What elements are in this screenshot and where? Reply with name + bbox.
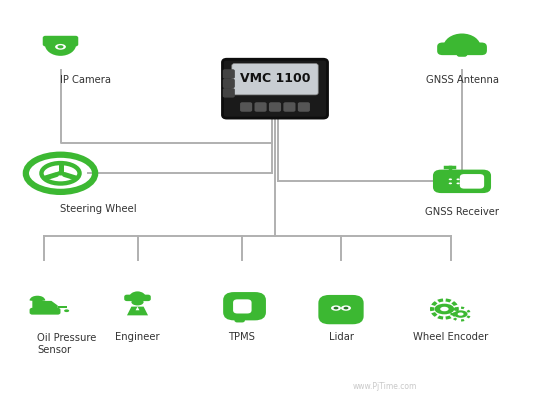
Ellipse shape <box>464 179 468 180</box>
Wedge shape <box>461 319 465 322</box>
FancyBboxPatch shape <box>475 46 487 52</box>
FancyBboxPatch shape <box>240 102 252 112</box>
Ellipse shape <box>333 307 338 310</box>
FancyBboxPatch shape <box>335 314 347 322</box>
Polygon shape <box>58 305 67 308</box>
Wedge shape <box>461 307 465 309</box>
Ellipse shape <box>472 183 475 184</box>
FancyBboxPatch shape <box>124 295 151 301</box>
FancyBboxPatch shape <box>223 69 235 79</box>
FancyBboxPatch shape <box>223 88 235 98</box>
FancyBboxPatch shape <box>433 170 491 193</box>
Wedge shape <box>453 318 457 321</box>
Text: TPMS: TPMS <box>229 332 255 342</box>
Wedge shape <box>437 299 443 303</box>
Ellipse shape <box>472 179 475 180</box>
Wedge shape <box>431 301 438 306</box>
Text: IP Camera: IP Camera <box>60 75 112 85</box>
Ellipse shape <box>449 183 452 184</box>
Text: Engineer: Engineer <box>115 332 160 342</box>
Ellipse shape <box>55 44 66 50</box>
Text: GNSS Antenna: GNSS Antenna <box>426 75 498 85</box>
Wedge shape <box>446 316 452 320</box>
Ellipse shape <box>341 305 351 311</box>
Wedge shape <box>451 312 458 317</box>
Ellipse shape <box>131 299 144 305</box>
Polygon shape <box>32 301 58 310</box>
FancyBboxPatch shape <box>318 295 364 324</box>
Wedge shape <box>451 301 458 306</box>
FancyBboxPatch shape <box>232 64 318 95</box>
FancyBboxPatch shape <box>233 299 251 314</box>
FancyBboxPatch shape <box>222 59 327 118</box>
Wedge shape <box>450 313 454 316</box>
FancyBboxPatch shape <box>298 102 310 112</box>
Text: Oil Pressure
Sensor: Oil Pressure Sensor <box>37 333 96 355</box>
Text: Steering Wheel: Steering Wheel <box>60 204 137 214</box>
FancyBboxPatch shape <box>283 102 295 112</box>
FancyBboxPatch shape <box>43 36 78 46</box>
FancyBboxPatch shape <box>269 102 281 112</box>
Wedge shape <box>430 307 434 311</box>
Polygon shape <box>135 307 140 310</box>
Ellipse shape <box>449 179 452 180</box>
Ellipse shape <box>64 310 69 312</box>
Text: GNSS Receiver: GNSS Receiver <box>425 207 499 217</box>
Ellipse shape <box>458 312 464 316</box>
Wedge shape <box>129 291 146 297</box>
Text: Wheel Encoder: Wheel Encoder <box>414 332 488 342</box>
Text: VMC 1100: VMC 1100 <box>240 72 310 85</box>
Text: www.PjTime.com: www.PjTime.com <box>353 382 417 391</box>
Ellipse shape <box>58 45 63 48</box>
Ellipse shape <box>440 307 449 311</box>
Polygon shape <box>127 307 148 316</box>
Wedge shape <box>466 316 470 318</box>
Wedge shape <box>45 44 76 56</box>
Wedge shape <box>446 299 452 303</box>
Ellipse shape <box>456 183 460 184</box>
Ellipse shape <box>464 183 468 184</box>
Ellipse shape <box>454 310 468 318</box>
Wedge shape <box>437 316 443 320</box>
Ellipse shape <box>331 305 341 311</box>
FancyBboxPatch shape <box>437 42 487 55</box>
Wedge shape <box>454 307 459 311</box>
Ellipse shape <box>434 304 454 314</box>
FancyBboxPatch shape <box>255 102 267 112</box>
Wedge shape <box>466 310 470 313</box>
Ellipse shape <box>56 171 65 176</box>
FancyBboxPatch shape <box>460 174 484 189</box>
Ellipse shape <box>456 179 460 180</box>
FancyBboxPatch shape <box>30 308 60 315</box>
Wedge shape <box>453 307 457 311</box>
FancyBboxPatch shape <box>223 79 235 88</box>
FancyBboxPatch shape <box>456 49 468 57</box>
FancyBboxPatch shape <box>234 310 245 322</box>
Wedge shape <box>431 312 438 317</box>
FancyBboxPatch shape <box>223 292 266 320</box>
Ellipse shape <box>344 307 349 310</box>
Text: Lidar: Lidar <box>328 332 354 342</box>
Wedge shape <box>443 33 481 47</box>
